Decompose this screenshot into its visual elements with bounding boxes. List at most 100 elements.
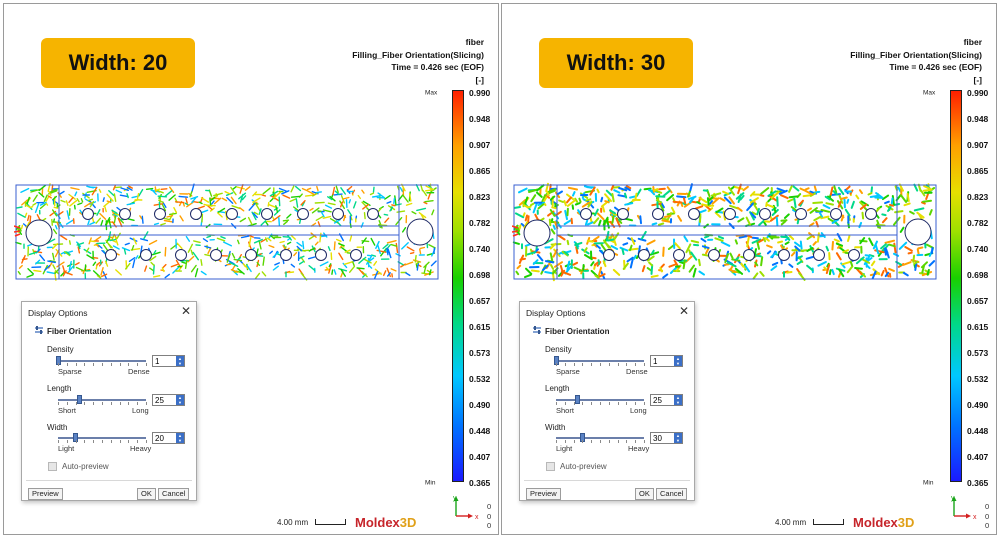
result-type: Filling_Fiber Orientation(Slicing)	[850, 49, 982, 60]
scale-tick-label: 0.615	[469, 322, 491, 332]
width-down-button[interactable]: ▼	[176, 438, 184, 443]
density-input[interactable]	[153, 356, 177, 366]
hole	[119, 208, 131, 220]
logo-main-text: Moldex	[355, 515, 400, 530]
cancel-button[interactable]: Cancel	[656, 488, 688, 500]
length-up-button[interactable]: ▲	[674, 395, 682, 400]
length-slider[interactable]	[556, 395, 645, 405]
part-model[interactable]	[14, 180, 450, 282]
slider-tick	[102, 402, 103, 405]
result-name: fiber	[963, 37, 982, 47]
width-input[interactable]	[651, 433, 675, 443]
slider-tick	[582, 402, 584, 405]
slider-tick	[84, 440, 86, 443]
ok-button[interactable]: OK	[635, 488, 654, 500]
slider-tick	[137, 402, 139, 405]
auto-preview-label: Auto-preview	[560, 462, 607, 471]
hole	[848, 249, 860, 261]
width-slider[interactable]	[58, 433, 147, 443]
hole	[904, 218, 932, 246]
gate-marker	[512, 225, 519, 237]
slider-tick	[128, 402, 130, 405]
preview-button[interactable]: Preview	[28, 488, 63, 500]
scale-tick-label: 0.615	[967, 322, 989, 332]
width-slider[interactable]	[556, 433, 645, 443]
width-slider-thumb[interactable]	[72, 433, 78, 442]
width-up-button[interactable]: ▲	[176, 433, 184, 438]
part-model[interactable]	[512, 180, 948, 282]
density-down-button[interactable]: ▼	[674, 361, 682, 366]
width-min-label: Light	[58, 444, 75, 453]
hole	[652, 208, 664, 220]
slider-tick	[119, 363, 121, 366]
result-header: fiber Filling_Fiber Orientation(Slicing)…	[352, 36, 484, 86]
axis-x-label: x	[475, 514, 479, 521]
hole	[580, 208, 592, 220]
ruler-bar	[315, 519, 346, 525]
auto-preview-label: Auto-preview	[62, 462, 109, 471]
density-down-button[interactable]: ▼	[176, 361, 184, 366]
width-input[interactable]	[153, 433, 177, 443]
scale-max-label: Max	[923, 89, 936, 97]
close-icon[interactable]: ✕	[678, 304, 689, 318]
density-label: Density	[545, 345, 572, 354]
hole	[315, 249, 327, 261]
ok-button[interactable]: OK	[137, 488, 156, 500]
density-up-button[interactable]: ▲	[674, 356, 682, 361]
length-slider[interactable]	[58, 395, 147, 405]
slider-tick	[635, 402, 637, 405]
hole	[280, 249, 292, 261]
hole	[673, 249, 685, 261]
fiber-field	[15, 183, 437, 281]
width-spinbox[interactable]: ▲ ▼	[650, 432, 683, 444]
density-slider[interactable]	[554, 356, 645, 366]
length-label: Length	[47, 384, 72, 393]
length-up-button[interactable]: ▲	[176, 395, 184, 400]
width-up-button[interactable]: ▲	[674, 433, 682, 438]
density-label: Density	[47, 345, 74, 354]
length-input[interactable]	[153, 395, 177, 405]
slider-tick	[617, 363, 619, 366]
density-spinbox[interactable]: ▲ ▼	[650, 355, 683, 367]
slider-tick	[626, 440, 628, 443]
length-spinbox[interactable]: ▲ ▼	[650, 394, 683, 406]
length-slider-thumb[interactable]	[575, 395, 581, 404]
fiber-orientation-icon	[35, 326, 43, 334]
width-down-button[interactable]: ▼	[674, 438, 682, 443]
hole	[708, 249, 720, 261]
length-input[interactable]	[651, 395, 675, 405]
scale-tick-label: 0.865	[967, 166, 989, 176]
slider-tick	[146, 402, 147, 405]
length-slider-thumb[interactable]	[77, 395, 83, 404]
slider-tick	[591, 402, 593, 405]
slider-tick	[582, 363, 584, 366]
length-spinbox[interactable]: ▲ ▼	[152, 394, 185, 406]
close-icon[interactable]: ✕	[180, 304, 191, 318]
scale-tick-label: 0.740	[967, 244, 989, 254]
slider-tick	[573, 402, 575, 405]
ruler-bar	[813, 519, 844, 525]
width-slider-thumb[interactable]	[579, 433, 585, 442]
hole	[795, 208, 807, 220]
dialog-divider	[26, 480, 192, 481]
hole	[523, 219, 551, 247]
slider-tick	[556, 440, 557, 443]
width-spinbox[interactable]: ▲ ▼	[152, 432, 185, 444]
slider-tick	[608, 402, 610, 405]
length-down-button[interactable]: ▼	[176, 400, 184, 405]
slider-tick	[58, 440, 59, 443]
logo-accent-text: 3D	[399, 515, 417, 530]
density-input[interactable]	[651, 356, 675, 366]
cancel-button[interactable]: Cancel	[158, 488, 190, 500]
density-up-button[interactable]: ▲	[176, 356, 184, 361]
density-spinbox[interactable]: ▲ ▼	[152, 355, 185, 367]
color-scale-bar	[452, 90, 464, 482]
coord-x: 0	[985, 502, 990, 511]
preview-button[interactable]: Preview	[526, 488, 561, 500]
auto-preview-checkbox[interactable]	[546, 462, 555, 471]
hole	[25, 219, 53, 247]
density-slider[interactable]	[56, 356, 147, 366]
auto-preview-checkbox[interactable]	[48, 462, 57, 471]
slider-tick	[556, 402, 557, 405]
length-down-button[interactable]: ▼	[674, 400, 682, 405]
